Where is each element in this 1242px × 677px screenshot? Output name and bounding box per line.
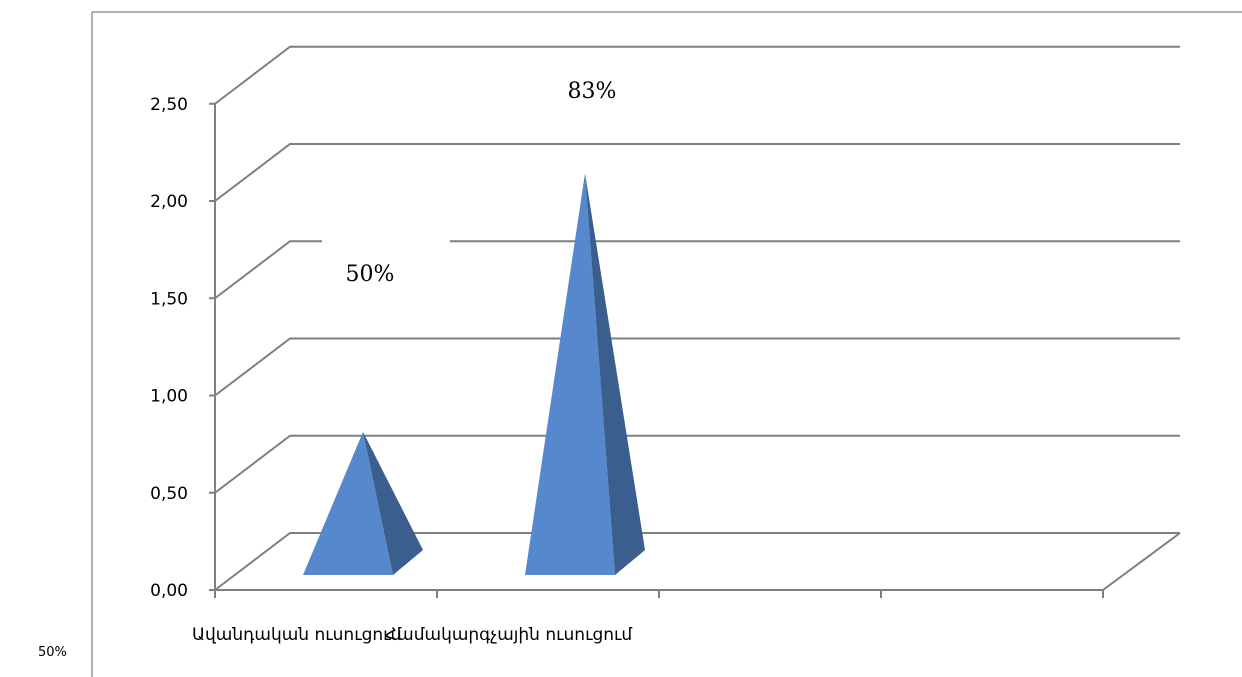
y-tick-label: 0,00: [150, 581, 188, 601]
floor-right-edge: [1102, 532, 1181, 591]
pyramid-front-face: [525, 173, 615, 575]
y-tick-label: 1,00: [150, 387, 188, 407]
gridline: [214, 532, 1180, 591]
y-tick-label: 2,00: [150, 192, 188, 212]
label-background: [322, 236, 450, 246]
gridline: [214, 143, 1180, 202]
gridlines: [214, 45, 1181, 591]
pyramid-bars: 50% 83%: [303, 79, 645, 575]
category-label: Համակարգչային ուսուցում: [385, 625, 632, 645]
y-tick-label: 2,50: [150, 95, 188, 115]
gridline: [214, 240, 1180, 300]
category-label: Ավանդական ուսուցում: [192, 625, 402, 645]
pyramid-bar: 83%: [525, 79, 645, 575]
x-axis-ticks: [214, 590, 1104, 598]
gridline: [214, 337, 1180, 397]
chart-frame: [91, 11, 1242, 677]
pyramid-bar: 50%: [303, 262, 423, 575]
pyramid-side-face: [585, 173, 645, 575]
side-note-label: 50%: [38, 645, 67, 660]
y-tick-label: 0,50: [150, 484, 188, 504]
y-tick-label: 1,50: [150, 289, 188, 309]
data-label: 83%: [568, 79, 617, 104]
pyramid-side-face: [363, 431, 423, 575]
gridline: [214, 434, 1180, 494]
y-axis-ticks: 0,00 0,50 1,00 1,50 2,00 2,50: [150, 95, 215, 601]
gridline: [214, 45, 1180, 105]
data-label: 50%: [346, 262, 395, 287]
